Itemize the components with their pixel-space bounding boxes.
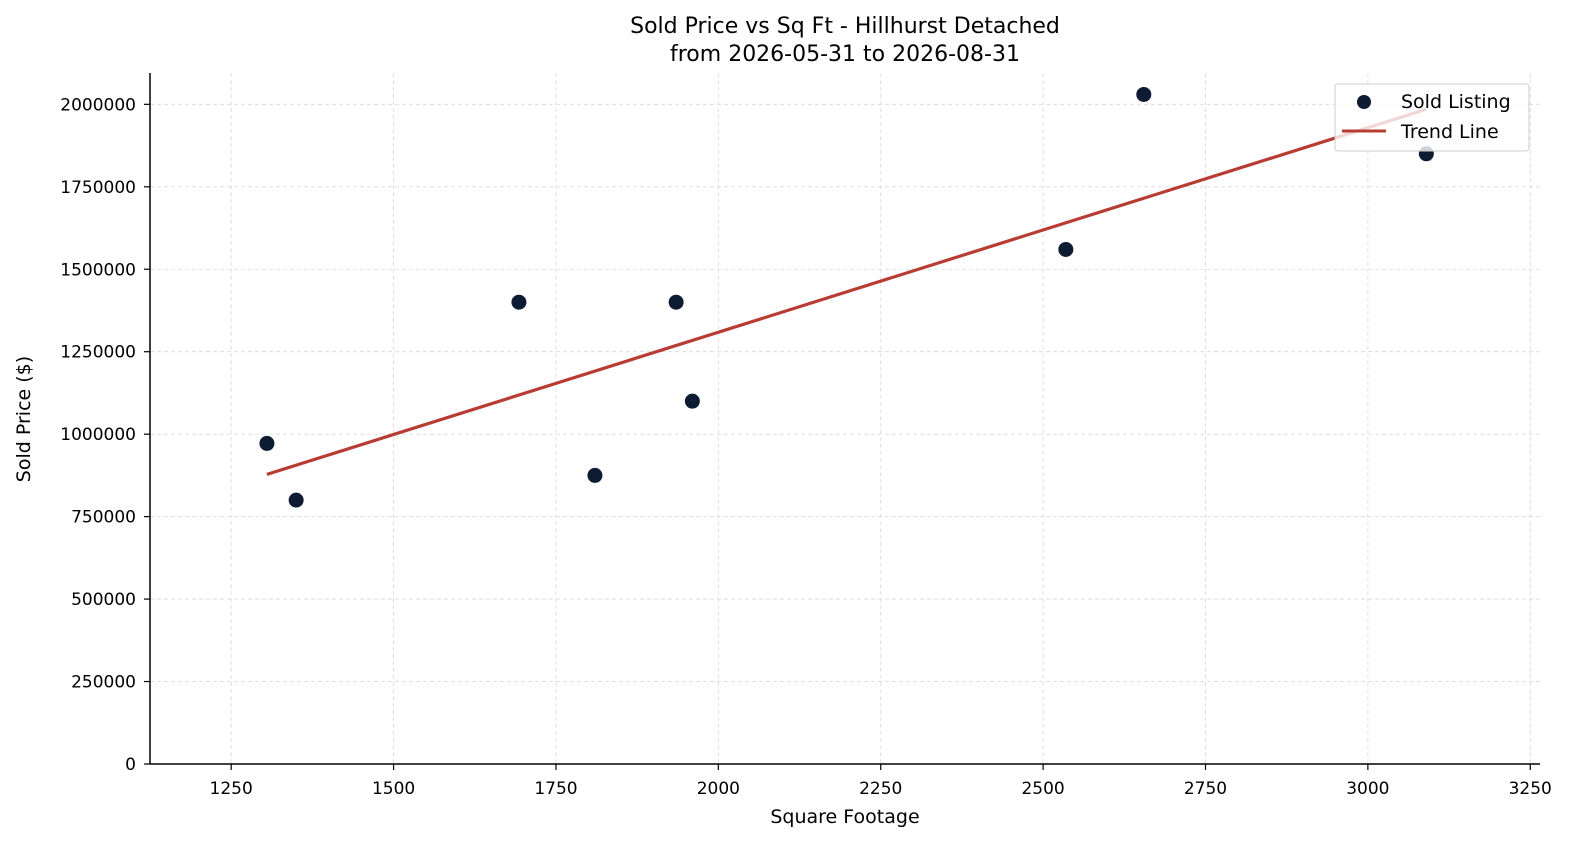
x-tick-label: 2500	[1021, 779, 1064, 799]
x-tick-label: 3250	[1509, 779, 1552, 799]
x-tick-label: 1250	[210, 779, 253, 799]
y-tick-label: 2000000	[60, 95, 136, 115]
trend-line	[266, 107, 1427, 476]
x-tick-label: 2250	[859, 779, 902, 799]
data-point	[587, 467, 603, 483]
y-tick-label: 750000	[71, 508, 136, 528]
legend: Sold Listing Trend Line	[1334, 83, 1530, 152]
axes	[149, 73, 1540, 765]
y-tick-label: 1750000	[60, 178, 136, 198]
plot-area	[259, 86, 1434, 508]
y-tick-label: 250000	[71, 673, 136, 693]
tick-labels: 1250 1500 1750 2000 2250 2500 2750 3000 3250 0 250…	[60, 95, 1552, 799]
x-tick-label: 2750	[1184, 779, 1227, 799]
legend-label-sold-listing: Sold Listing	[1401, 91, 1511, 113]
x-tick-label: 1750	[534, 779, 577, 799]
y-tick-label: 0	[125, 755, 136, 775]
x-tick-label: 1500	[372, 779, 415, 799]
y-tick-label: 1500000	[60, 260, 136, 280]
y-axis-label: Sold Price ($)	[13, 356, 35, 482]
data-point	[511, 294, 527, 310]
chart-subtitle: from 2026-05-31 to 2026-08-31	[670, 42, 1020, 67]
legend-box	[1334, 83, 1530, 152]
x-tick-label: 3000	[1346, 779, 1389, 799]
y-tick-label: 1000000	[60, 425, 136, 445]
x-axis-label: Square Footage	[770, 806, 919, 828]
data-point	[259, 435, 275, 451]
x-tick-label: 2000	[697, 779, 740, 799]
data-point	[668, 294, 684, 310]
grid	[150, 73, 1540, 765]
data-point	[1136, 86, 1152, 102]
y-tick-label: 500000	[71, 590, 136, 610]
legend-label-trend-line: Trend Line	[1400, 121, 1499, 143]
data-point	[684, 393, 700, 409]
data-point	[1058, 241, 1074, 257]
data-point	[288, 492, 304, 508]
chart-title: Sold Price vs Sq Ft - Hillhurst Detached	[630, 14, 1060, 39]
legend-marker-sold-listing	[1357, 95, 1371, 109]
y-tick-label: 1250000	[60, 343, 136, 363]
